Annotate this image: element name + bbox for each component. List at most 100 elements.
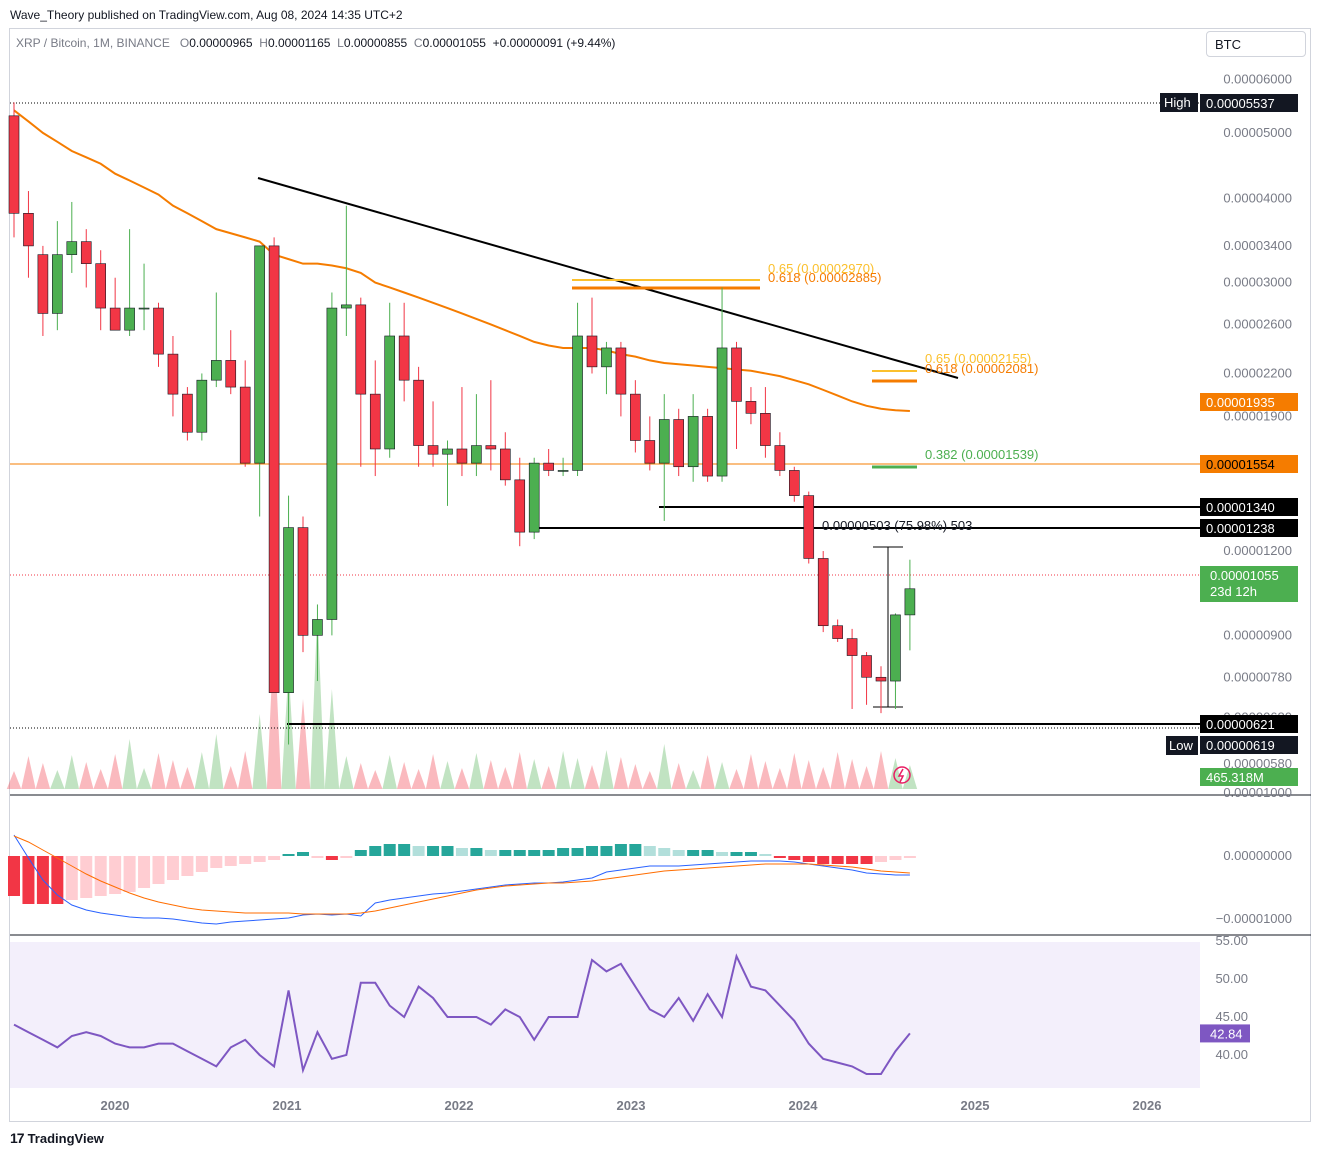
candle-body: [904, 588, 916, 616]
macd-histogram-bar: [889, 856, 902, 860]
macd-histogram-bar: [340, 856, 353, 858]
macd-histogram-bar: [470, 848, 483, 856]
macd-histogram-bar: [181, 856, 194, 876]
trend-line: [257, 177, 959, 379]
candle-body: [80, 241, 92, 264]
low-line-tag: 0.00000621: [1206, 717, 1275, 732]
macd-histogram-bar: [109, 856, 122, 894]
macd-histogram-bar: [499, 850, 512, 856]
support-1238-tag-bg: [1200, 519, 1298, 537]
macd-histogram-bar: [65, 856, 78, 900]
volume-area: [844, 759, 860, 789]
low-price-tag: 0.00000619: [1206, 738, 1275, 753]
volume-area: [642, 771, 658, 789]
volume-area: [801, 760, 816, 789]
candle-body: [268, 245, 280, 693]
countdown-tag: 23d 12h: [1210, 584, 1257, 599]
low-price-tag-bg: [1200, 736, 1298, 754]
price-axis-tick: 0.00006000: [1223, 71, 1292, 86]
rsi-axis-tick: 55.00: [1215, 933, 1248, 948]
currency-button[interactable]: BTC: [1206, 31, 1306, 57]
candle-body: [716, 347, 728, 477]
time-axis-tick: 2023: [617, 1098, 646, 1113]
volume-area: [64, 755, 80, 789]
macd-histogram-bar: [687, 850, 700, 856]
candle-body: [427, 445, 439, 455]
macd-histogram-bar: [817, 856, 830, 864]
candle-body: [485, 445, 497, 450]
volume-area: [79, 762, 94, 789]
volume-area: [599, 750, 614, 789]
volume-area: [223, 766, 238, 789]
macd-histogram-bar: [138, 856, 151, 888]
volume-tag-bg: [1200, 768, 1298, 786]
price-axis-tick: 0.00000780: [1223, 669, 1292, 684]
price-axis-tick: 0.00004000: [1223, 190, 1292, 205]
volume-area: [873, 751, 889, 789]
volume-area: [425, 754, 441, 789]
macd-histogram-bar: [846, 856, 859, 864]
macd-histogram-bar: [253, 856, 266, 862]
macd-histogram-bar: [80, 856, 93, 898]
fib-label-065-mid: 0.65 (0.00002155): [925, 351, 1031, 366]
candle-body: [167, 353, 179, 395]
volume-area: [714, 762, 730, 789]
volume-area: [830, 752, 845, 789]
volume-area: [613, 757, 629, 789]
candle-body: [8, 115, 20, 214]
candle-body: [225, 360, 237, 388]
volume-area: [772, 768, 788, 789]
support-orange-tag-bg: [1200, 455, 1298, 473]
legend-symbol[interactable]: XRP / Bitcoin, 1M, BINANCE: [16, 36, 170, 50]
macd-histogram-bar: [282, 854, 295, 856]
macd-histogram-bar: [239, 856, 252, 864]
candle-body: [774, 445, 786, 471]
candle-body: [138, 307, 150, 310]
rsi-axis-tick: 50.00: [1215, 971, 1248, 986]
lightning-icon: [893, 766, 911, 784]
volume-area: [165, 760, 181, 789]
macd-histogram-bar: [8, 856, 20, 896]
candle-body: [442, 448, 453, 455]
macd-histogram-bar: [629, 844, 642, 856]
candle-body: [557, 470, 569, 472]
macd-histogram-bar: [557, 848, 570, 856]
rsi-band: [10, 942, 1200, 1088]
macd-histogram-bar: [716, 852, 729, 856]
volume-area: [555, 751, 571, 789]
macd-histogram-bar: [484, 850, 497, 856]
macd-histogram-bar: [788, 856, 801, 860]
volume-area: [815, 767, 831, 789]
macd-histogram-bar: [94, 856, 107, 896]
macd-histogram-bar: [759, 854, 772, 856]
candle-body: [297, 527, 309, 636]
volume-area: [295, 699, 311, 789]
support-orange-tag: 0.00001554: [1206, 457, 1275, 472]
ema-line: [13, 109, 910, 413]
price-axis-tick: 0.00000580: [1223, 756, 1292, 771]
legend-change: +0.00000091 (+9.44%): [492, 36, 616, 50]
macd-histogram-bar: [152, 856, 165, 884]
macd-axis-tick: 0.00001000: [1223, 785, 1292, 800]
high-price-tag-bg: [1200, 94, 1298, 112]
high-label-bg: [1160, 93, 1198, 112]
macd-histogram-bar: [658, 848, 671, 856]
macd-histogram-bar: [354, 850, 367, 856]
current-price-tag: 0.00001055: [1210, 568, 1279, 583]
candle-body: [514, 479, 526, 533]
price-axis-tick: 0.00003400: [1223, 238, 1292, 253]
macd-histogram-bar: [860, 856, 873, 864]
candle-body: [283, 527, 294, 693]
macd-histogram-bar: [51, 856, 64, 904]
candle-body: [95, 263, 106, 309]
macd-histogram-bar: [369, 846, 382, 856]
candle-body: [615, 347, 627, 395]
candle-body: [687, 416, 699, 468]
candle-body: [254, 245, 265, 464]
legend-high: 0.00001165: [267, 36, 331, 50]
volume-area: [310, 609, 325, 789]
candle-body: [23, 213, 34, 247]
candle-body: [369, 393, 381, 450]
candle-body: [673, 419, 685, 468]
